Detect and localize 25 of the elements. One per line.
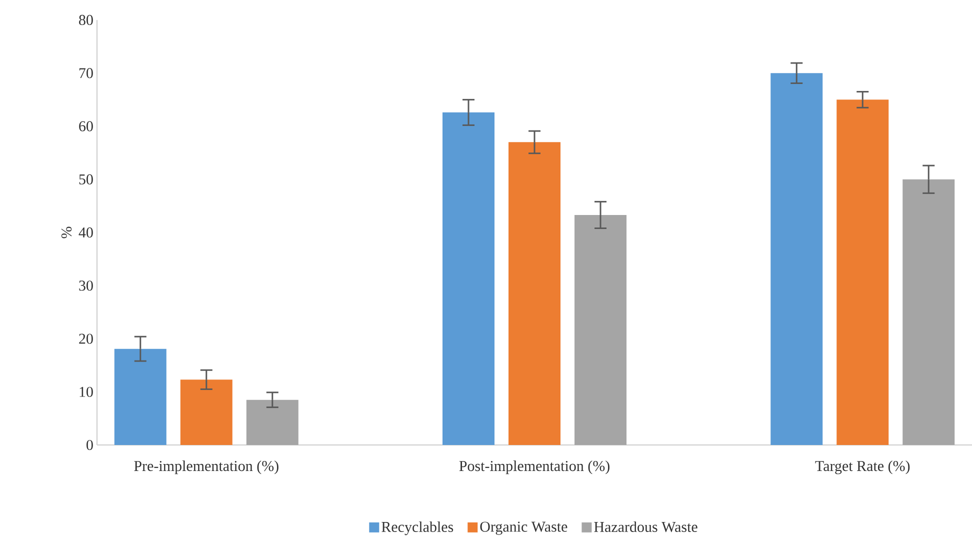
x-tick-label: Target Rate (%) (815, 460, 910, 474)
y-tick-label: 60 (79, 121, 93, 132)
bar (902, 179, 955, 445)
y-axis-title: % (61, 226, 72, 238)
x-tick-label: Post-implementation (%) (459, 460, 610, 474)
bar (836, 100, 889, 445)
y-tick-label: 30 (79, 280, 93, 291)
bar (180, 380, 232, 445)
y-tick-label: 0 (86, 440, 93, 450)
bar (770, 73, 823, 445)
legend-label: Recyclables (382, 521, 454, 536)
bar (574, 214, 627, 445)
bar (442, 112, 495, 445)
bar (508, 142, 561, 445)
legend-label: Hazardous Waste (594, 521, 698, 532)
y-tick-label: 40 (78, 227, 93, 238)
y-tick-label: 70 (79, 68, 93, 78)
legend-label: Organic Waste (480, 522, 568, 535)
bar (114, 348, 166, 445)
y-tick-label: 20 (79, 334, 93, 344)
bar (246, 400, 298, 445)
y-tick-label: 80 (79, 14, 93, 26)
x-tick-label: Pre-implementation (%) (134, 460, 278, 474)
y-tick-label: 50 (79, 174, 93, 184)
y-tick-label: 10 (80, 386, 93, 397)
